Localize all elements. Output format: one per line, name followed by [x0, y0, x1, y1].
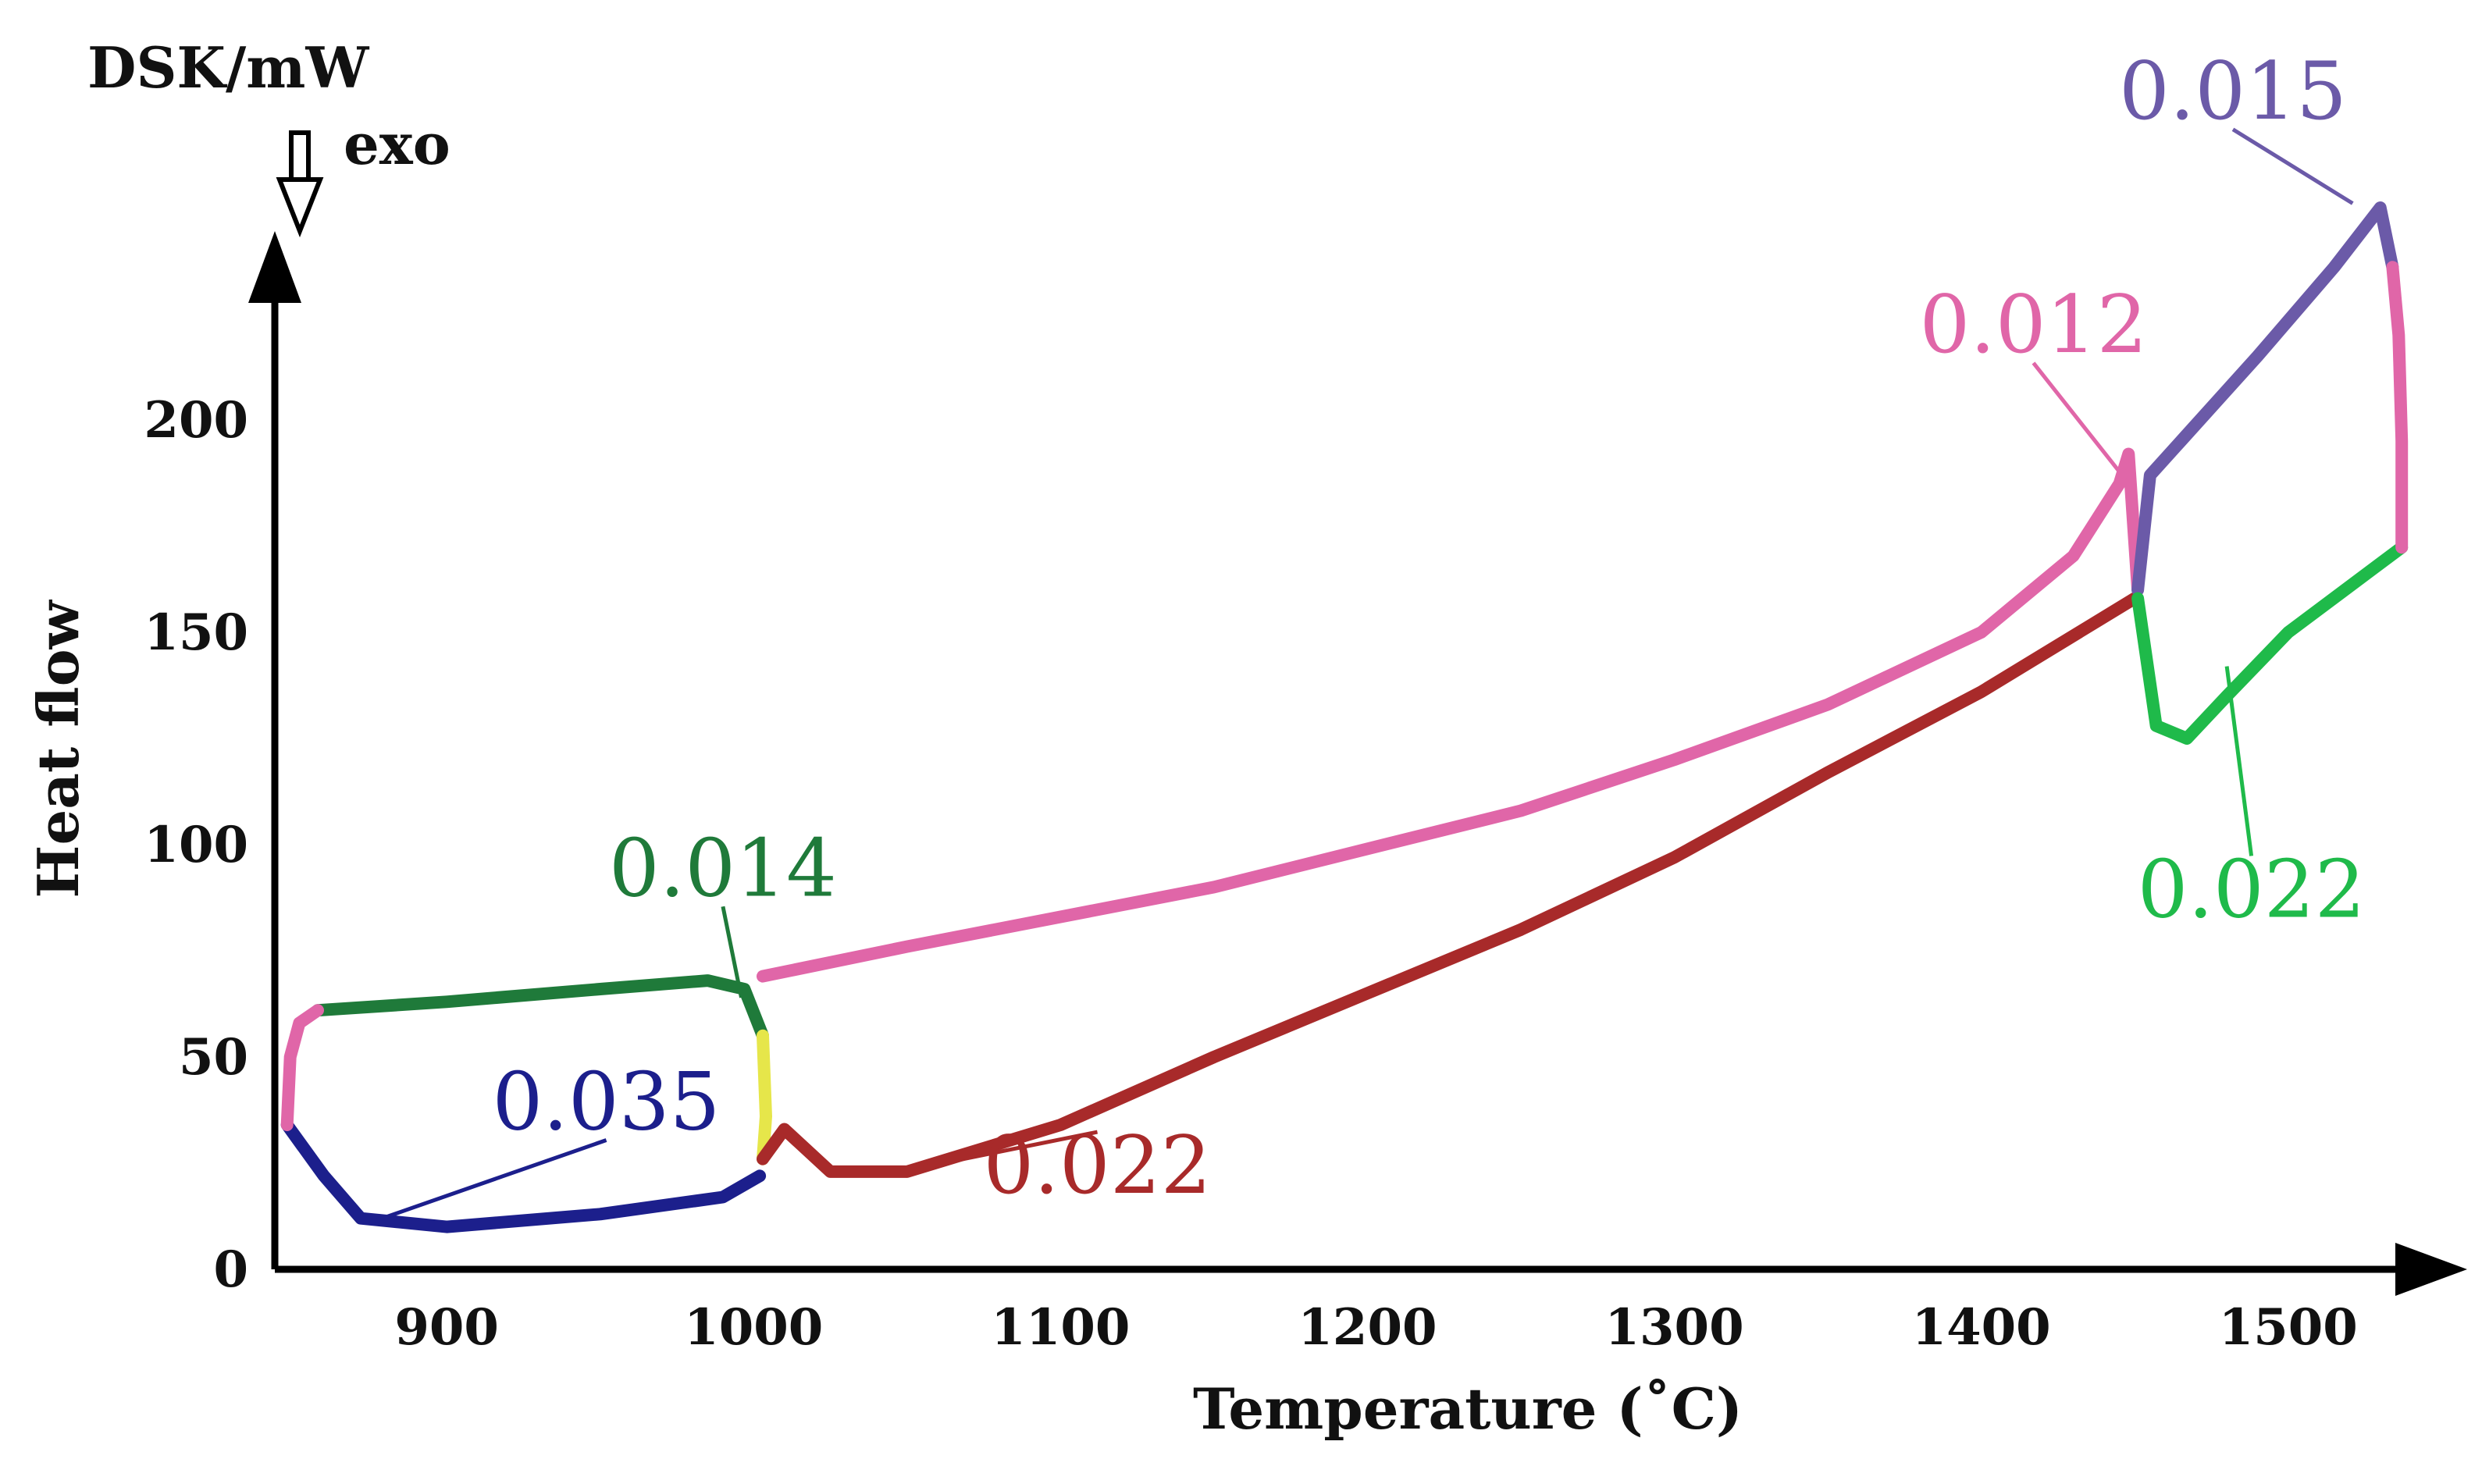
direction-label: exo: [344, 111, 450, 177]
y-tick-label: 150: [144, 603, 248, 662]
x-axis-arrow: [2395, 1243, 2467, 1296]
series-line-upper-purple-0.015: [2131, 201, 2399, 596]
annotation-label: 0.015: [2119, 45, 2347, 138]
exo-arrow: [276, 130, 324, 238]
series-line-closing-pink-left: [280, 1004, 324, 1131]
annotation-leader: [2032, 361, 2128, 481]
x-tick-label: 1000: [684, 1298, 823, 1357]
y-tick-label: 200: [144, 391, 248, 450]
series-line-heating-upper-pink: [757, 447, 2145, 983]
y-tick-label: 50: [179, 1028, 248, 1087]
x-tick-label: 1300: [1604, 1298, 1743, 1357]
x-tick-label: 1100: [991, 1298, 1130, 1357]
series-line-closing-pink-right: [2386, 261, 2409, 554]
y-tick-label: 100: [144, 816, 248, 874]
x-tick-label: 1200: [1298, 1298, 1437, 1357]
annotation-layer: 0.035 0.014 0.022 0.012 0.015 0.022: [369, 45, 2366, 1225]
axes: [248, 130, 2467, 1296]
annotation-label: 0.014: [609, 822, 837, 915]
series-layer: [280, 201, 2409, 1233]
series-line-right-green-0.022: [2131, 541, 2409, 745]
y-axis-label: Heat flow: [25, 599, 91, 898]
unit-label: DSK/mW: [87, 34, 369, 101]
y-axis-arrow: [248, 231, 301, 303]
annotation-label: 0.012: [1919, 279, 2147, 372]
series-line-upper-green-0.014: [312, 974, 769, 1042]
annotation-leader: [721, 906, 743, 998]
annotation-leader: [2231, 127, 2354, 205]
x-tick-label: 1500: [2219, 1298, 2358, 1357]
x-tick-label: 1400: [1912, 1298, 2051, 1357]
series-line-transition-yellow: [757, 1029, 772, 1165]
annotation-label: 0.035: [493, 1055, 721, 1148]
x-tick-label: 900: [394, 1298, 499, 1357]
x-axis-label: Temperature (˚C): [1193, 1375, 1743, 1442]
annotation-label: 0.022: [2138, 843, 2366, 936]
annotation-leader: [369, 1138, 607, 1225]
series-line-lower-blue-0.035: [280, 1119, 767, 1233]
tick-layer: 900 1000 1100 1200 1300 1400 1500 0 50 100 150 200: [144, 391, 2357, 1357]
annotation-leader: [2224, 666, 2254, 856]
series-line-lower-red-0.022: [757, 592, 2142, 1178]
annotation-leader: [900, 1130, 1099, 1174]
annotation-label: 0.022: [984, 1119, 1212, 1212]
y-tick-label: 0: [213, 1240, 248, 1299]
